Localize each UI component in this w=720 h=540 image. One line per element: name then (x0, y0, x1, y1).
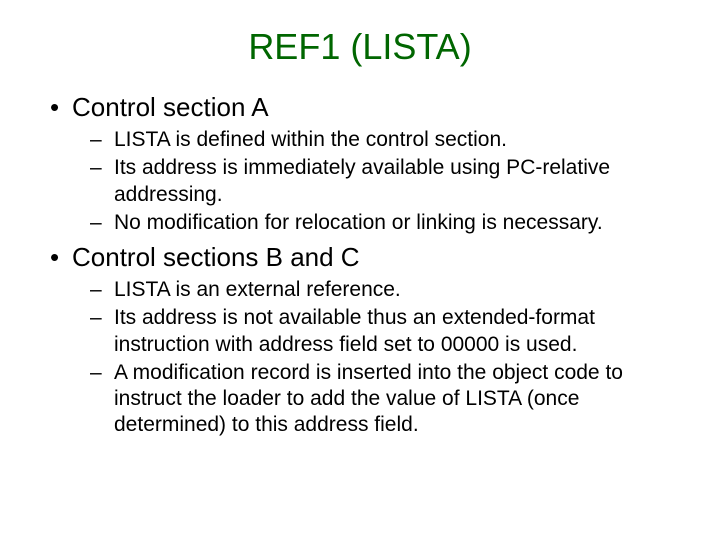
bullet-dash: – (90, 127, 114, 153)
section-heading-text: Control section A (72, 92, 269, 123)
slide-title: REF1 (LISTA) (40, 26, 680, 68)
bullet-dash: – (90, 277, 114, 303)
sub-bullet-text: Its address is immediately available usi… (114, 155, 680, 208)
section-heading-bc: • Control sections B and C (50, 242, 680, 273)
bullet-dot: • (50, 92, 72, 123)
bullet-dash: – (90, 210, 114, 236)
sub-bullet-text: No modification for relocation or linkin… (114, 210, 680, 236)
sub-bullet: – LISTA is defined within the control se… (90, 127, 680, 153)
section-heading-a: • Control section A (50, 92, 680, 123)
bullet-dot: • (50, 242, 72, 273)
bullet-dash: – (90, 155, 114, 208)
sub-bullet: – A modification record is inserted into… (90, 360, 680, 439)
sub-bullet-text: A modification record is inserted into t… (114, 360, 680, 439)
sub-bullet: – Its address is not available thus an e… (90, 305, 680, 358)
sub-bullet: – No modification for relocation or link… (90, 210, 680, 236)
sub-bullet-text: LISTA is defined within the control sect… (114, 127, 680, 153)
bullet-dash: – (90, 305, 114, 358)
sub-bullet: – LISTA is an external reference. (90, 277, 680, 303)
section-heading-text: Control sections B and C (72, 242, 360, 273)
sub-bullet: – Its address is immediately available u… (90, 155, 680, 208)
bullet-dash: – (90, 360, 114, 439)
sub-bullet-text: LISTA is an external reference. (114, 277, 680, 303)
sub-bullet-text: Its address is not available thus an ext… (114, 305, 680, 358)
